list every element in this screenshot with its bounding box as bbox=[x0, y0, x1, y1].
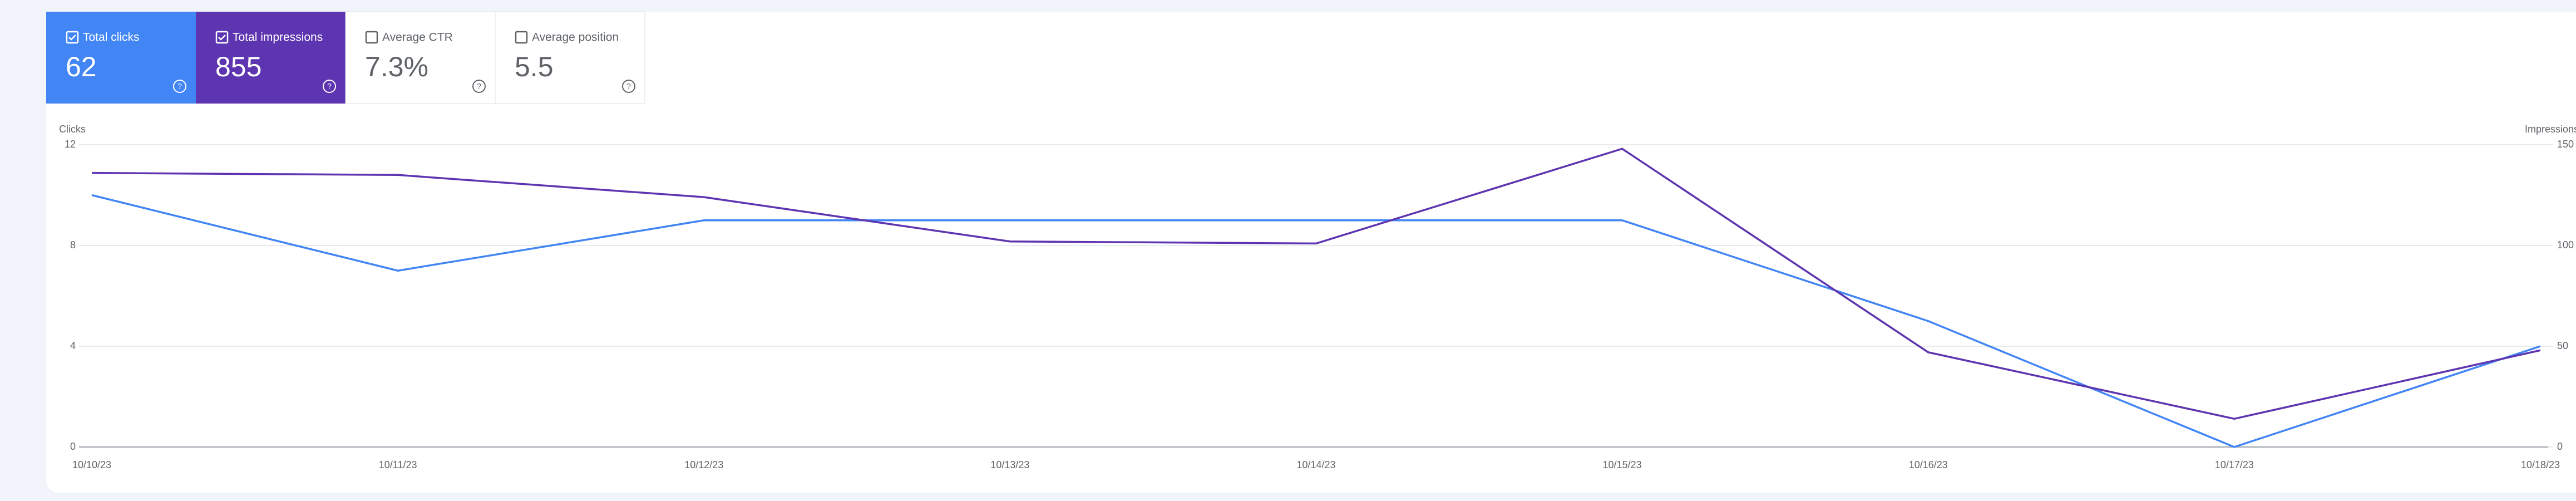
checkbox[interactable] bbox=[515, 31, 528, 44]
metric-label: Total impressions bbox=[233, 31, 323, 44]
metric-tile[interactable] bbox=[345, 11, 496, 104]
help-mark: ? bbox=[477, 82, 481, 91]
help-mark: ? bbox=[327, 82, 332, 91]
metric-value: 855 bbox=[215, 51, 261, 82]
help-icon[interactable] bbox=[622, 80, 635, 93]
metric-label: Average CTR bbox=[382, 31, 453, 44]
series-line bbox=[91, 194, 2541, 448]
checkbox[interactable] bbox=[66, 31, 79, 44]
checkbox[interactable] bbox=[215, 31, 229, 44]
y-axis-title: Clicks bbox=[59, 124, 86, 135]
help-icon[interactable] bbox=[173, 80, 186, 93]
x-tick-label: 10/18/23 bbox=[2521, 459, 2560, 470]
x-tick-label: 10/17/23 bbox=[2215, 459, 2254, 470]
x-tick-label: 10/14/23 bbox=[1296, 459, 1335, 470]
help-mark: ? bbox=[626, 82, 631, 91]
y-tick-label: 8 bbox=[70, 239, 76, 250]
card bbox=[46, 12, 2576, 493]
help-icon[interactable] bbox=[323, 80, 336, 93]
y2-tick-label: 100 bbox=[2557, 239, 2574, 250]
help-icon[interactable] bbox=[472, 80, 486, 93]
y2-tick-label: 150 bbox=[2557, 139, 2574, 150]
checkbox[interactable] bbox=[365, 31, 378, 44]
y2-tick-label: 50 bbox=[2557, 340, 2568, 351]
series-line bbox=[91, 148, 2541, 420]
x-tick-label: 10/16/23 bbox=[1909, 459, 1948, 470]
metric-value: 7.3% bbox=[365, 51, 428, 82]
metric-label: Total clicks bbox=[83, 31, 140, 44]
metric-tile[interactable] bbox=[46, 12, 196, 104]
x-tick-label: 10/11/23 bbox=[379, 459, 417, 470]
x-tick-label: 10/12/23 bbox=[684, 459, 723, 470]
x-tick-label: 10/15/23 bbox=[1603, 459, 1642, 470]
metric-value: 5.5 bbox=[515, 51, 554, 82]
y2-tick-label: 0 bbox=[2557, 441, 2563, 452]
y-tick-label: 4 bbox=[70, 340, 76, 351]
metric-tile[interactable] bbox=[196, 12, 346, 104]
checkmark bbox=[68, 35, 76, 41]
y-tick-label: 0 bbox=[70, 441, 76, 452]
metric-label: Average position bbox=[532, 31, 619, 44]
x-tick-label: 10/13/23 bbox=[990, 459, 1029, 470]
metric-value: 62 bbox=[66, 51, 97, 82]
y2-axis-title: Impressions bbox=[2525, 124, 2576, 135]
metric-tile[interactable] bbox=[495, 11, 645, 104]
y-tick-label: 12 bbox=[65, 139, 76, 150]
checkmark bbox=[218, 35, 226, 41]
help-mark: ? bbox=[177, 82, 182, 91]
x-tick-label: 10/10/23 bbox=[72, 459, 111, 470]
